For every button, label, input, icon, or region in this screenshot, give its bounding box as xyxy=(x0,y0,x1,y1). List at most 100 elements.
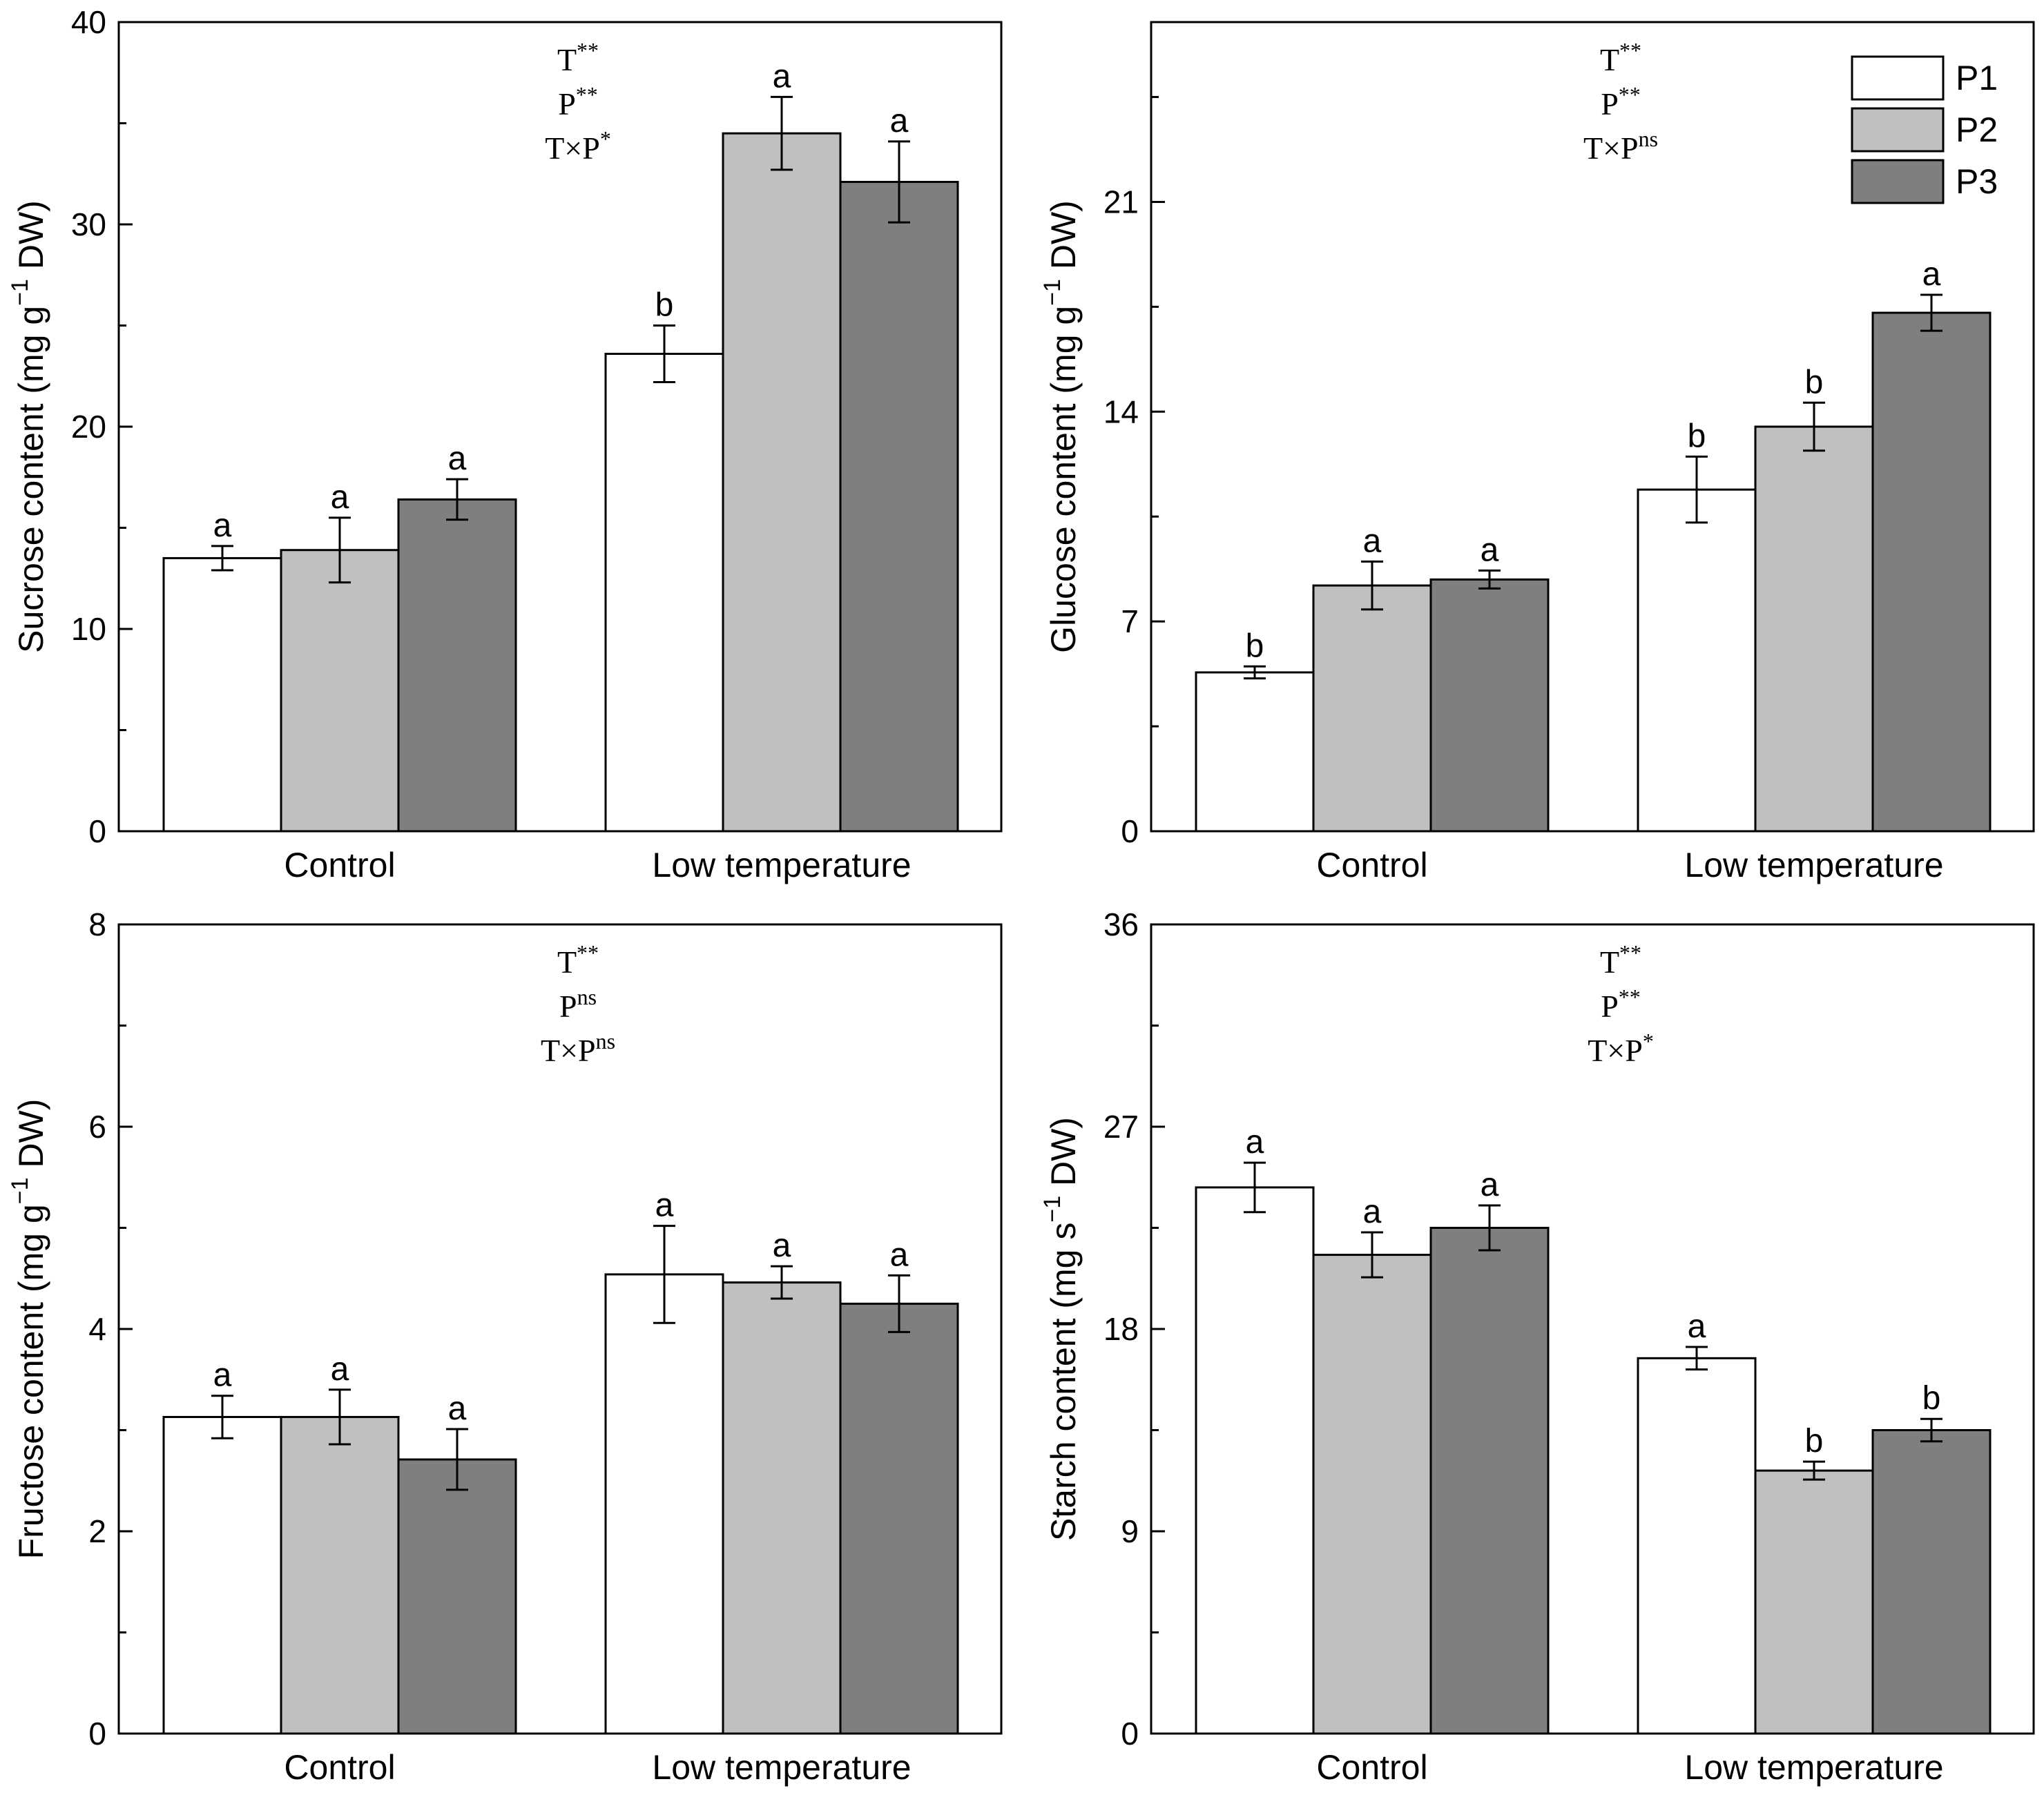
y-axis-label: Fructose content (mg g−1 DW) xyxy=(7,1099,50,1560)
x-category-label: Low temperature xyxy=(652,1748,911,1787)
chart-panel-top-right: b b a b a a 0 7 14 21 Glucose content (mg g−1 DW) C… xyxy=(1039,21,2035,884)
significance-letter: a xyxy=(1481,1167,1499,1203)
x-category-label: Control xyxy=(284,846,395,884)
bar-P1-low-temperature xyxy=(604,353,724,833)
significance-letter: a xyxy=(448,440,467,477)
significance-letter: b xyxy=(655,287,674,324)
bar-P1-low-temperature xyxy=(1637,1357,1757,1735)
y-tick-label: 2 xyxy=(88,1513,106,1549)
stats-annotation-base: P xyxy=(558,86,576,122)
stats-annotation-superscript: ** xyxy=(1619,82,1641,107)
stats-annotation: P** xyxy=(558,82,598,122)
legend-swatch-P2 xyxy=(1851,107,1945,153)
y-axis-label-main: Sucrose content (mg g xyxy=(12,306,50,653)
bar-P2-low-temperature xyxy=(722,1281,842,1735)
bar-P1-low-temperature xyxy=(604,1273,724,1735)
stats-annotation-base: T×P xyxy=(1588,1033,1643,1068)
y-axis-label-tail: DW) xyxy=(12,200,50,279)
significance-letter: a xyxy=(1922,256,1941,293)
bar-P1-control xyxy=(1195,1186,1315,1735)
error-bar xyxy=(1920,1417,1942,1443)
error-bar xyxy=(1920,293,1942,332)
bar-P1-control xyxy=(162,1415,282,1735)
significance-letter: a xyxy=(890,103,909,139)
y-axis-label-main: Fructose content (mg g xyxy=(12,1204,50,1559)
bar-P3-control xyxy=(397,498,517,833)
stats-annotation-superscript: ** xyxy=(577,38,599,63)
error-bar xyxy=(211,545,233,572)
bar-P3-low-temperature xyxy=(1871,311,1992,833)
significance-letter: a xyxy=(890,1236,909,1273)
y-tick-label: 7 xyxy=(1121,603,1139,639)
y-axis-label: Glucose content (mg g−1 DW) xyxy=(1039,200,1083,653)
significance-letter: b xyxy=(1922,1380,1941,1417)
x-category-label: Low temperature xyxy=(1684,846,1943,884)
significance-letter: b xyxy=(1805,1423,1824,1459)
bar-P2-low-temperature xyxy=(1754,425,1874,833)
stats-annotation: P** xyxy=(1601,82,1641,122)
error-bar xyxy=(211,1395,233,1439)
significance-letter: a xyxy=(213,1357,232,1394)
stats-annotation-superscript: * xyxy=(600,126,611,151)
error-bar xyxy=(1244,1161,1266,1214)
y-tick-label: 6 xyxy=(88,1109,106,1145)
significance-letter: a xyxy=(331,1351,349,1388)
y-axis-label: Sucrose content (mg g−1 DW) xyxy=(7,200,50,653)
significance-letter: a xyxy=(655,1187,674,1224)
y-axis-label: Starch content (mg s−1 DW) xyxy=(1039,1117,1083,1541)
y-tick-label: 36 xyxy=(1103,906,1139,942)
significance-letter: a xyxy=(1481,532,1499,568)
y-tick-label: 0 xyxy=(88,813,106,849)
stats-annotation-base: T×P xyxy=(1583,130,1639,166)
error-bar xyxy=(446,1428,468,1491)
bar-P2-control xyxy=(1312,1254,1432,1735)
bar-P3-control xyxy=(1429,578,1550,833)
bar-P3-low-temperature xyxy=(1871,1429,1992,1735)
y-axis-label-tail: DW) xyxy=(12,1099,50,1178)
y-axis-label-main: Starch content (mg s xyxy=(1044,1223,1083,1541)
y-tick-label: 18 xyxy=(1103,1311,1139,1347)
y-tick-label: 30 xyxy=(71,206,106,242)
error-bar xyxy=(1803,401,1825,452)
error-bar xyxy=(653,324,675,384)
y-tick-label: 0 xyxy=(88,1716,106,1752)
stats-annotation-base: T xyxy=(1600,944,1619,980)
stats-annotation: T** xyxy=(1600,940,1641,980)
legend-swatch-P1 xyxy=(1851,55,1945,101)
stats-annotation-base: P xyxy=(1601,989,1619,1024)
stats-annotation: T** xyxy=(557,940,599,980)
chart-panel-top-left: a b a a a a 0 10 20 30 40 Sucrose content (mg g−1 D… xyxy=(7,4,1003,884)
bar-P2-control xyxy=(280,1415,400,1735)
y-axis-label-superscript: −1 xyxy=(1039,1196,1066,1223)
bar-P1-low-temperature xyxy=(1637,488,1757,833)
error-bar xyxy=(888,140,910,224)
error-bar xyxy=(888,1274,910,1333)
stats-annotation: Pns xyxy=(559,984,597,1024)
y-axis-label-tail: DW) xyxy=(1044,1117,1083,1196)
error-bar xyxy=(329,516,351,584)
significance-letter: a xyxy=(1688,1308,1706,1345)
chart-panel-bottom-right: a a a b a b 0 9 18 27 36 Starch content (mg s−1 DW)… xyxy=(1039,906,2035,1787)
stats-annotation-superscript: ns xyxy=(596,1029,615,1054)
stats-annotation: T** xyxy=(557,38,599,77)
bar-P1-control xyxy=(162,556,282,833)
bar-P1-control xyxy=(1195,671,1315,833)
stats-annotation-superscript: ns xyxy=(1639,126,1658,151)
significance-letter: b xyxy=(1688,418,1706,454)
stats-annotation: T×P* xyxy=(1588,1029,1654,1068)
legend-swatch-P3 xyxy=(1851,159,1945,204)
significance-letter: a xyxy=(448,1390,467,1427)
stats-annotation: T×Pns xyxy=(1583,126,1658,166)
stats-annotation-base: T xyxy=(557,944,577,980)
stats-annotation-superscript: ** xyxy=(1619,984,1641,1009)
bar-P3-control xyxy=(397,1458,517,1735)
y-tick-label: 9 xyxy=(1121,1513,1139,1549)
y-tick-label: 20 xyxy=(71,409,106,445)
plot-frame xyxy=(1150,21,2035,833)
stats-annotation-base: T xyxy=(557,42,577,77)
y-axis-label-superscript: −1 xyxy=(7,279,33,306)
x-category-label: Control xyxy=(1316,846,1427,884)
y-tick-label: 0 xyxy=(1121,1716,1139,1752)
y-tick-label: 40 xyxy=(71,4,106,40)
